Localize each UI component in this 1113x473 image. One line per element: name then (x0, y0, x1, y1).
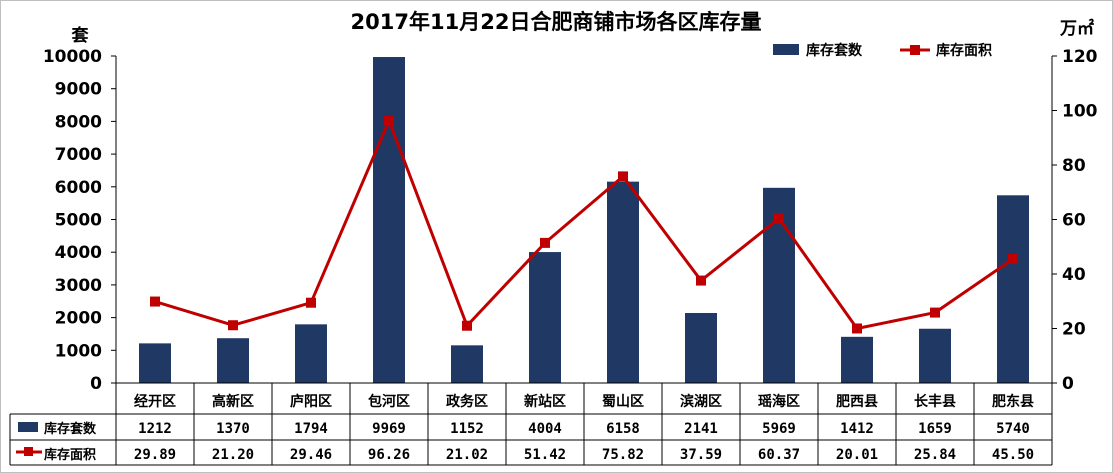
bar (295, 324, 327, 383)
bar (685, 312, 717, 383)
line-point (306, 297, 316, 308)
table-cell-line: 51.42 (524, 447, 566, 463)
line-point (540, 237, 550, 248)
row-header-line: 库存面积 (44, 447, 96, 463)
table-cell-line: 96.26 (368, 447, 410, 463)
y-left-tick-label: 0 (90, 374, 102, 394)
y-left-ticks: 0 1000 2000 3000 4000 5000 6000 7000 8000 9000 100… (43, 47, 116, 394)
y-left-tick-label: 1000 (55, 341, 102, 361)
line-point (852, 323, 862, 334)
table-cell-bar: 1659 (918, 421, 952, 437)
y-left-tick-label: 6000 (55, 178, 102, 198)
line-point (150, 296, 160, 307)
table-cell-bar: 1152 (450, 421, 484, 437)
line-series (150, 115, 1018, 334)
bars (139, 57, 1029, 383)
y-right-tick-label: 40 (1062, 265, 1086, 285)
x-tick-label: 肥西县 (836, 394, 878, 410)
table-cell-bar: 1412 (840, 421, 874, 437)
line-point (930, 307, 940, 318)
line-point (618, 171, 628, 182)
table-cell-line: 75.82 (602, 447, 644, 463)
x-tick-label: 长丰县 (914, 393, 956, 410)
x-tick-label: 新站区 (524, 393, 566, 410)
line-point (228, 320, 238, 331)
bar (841, 336, 873, 383)
line-path (154, 119, 1014, 330)
table-cell-line: 29.46 (290, 447, 332, 463)
line-point (462, 320, 472, 331)
bar (919, 328, 951, 383)
bar (529, 252, 561, 383)
line-point (1008, 254, 1018, 265)
legend-label-bar: 库存套数 (806, 42, 863, 59)
table-cell-bar: 4004 (528, 421, 562, 437)
y-right-tick-label: 80 (1062, 156, 1086, 176)
x-tick-label: 蜀山区 (602, 394, 644, 410)
x-tick-label: 包河区 (368, 393, 410, 410)
row-header-bar: 库存套数 (44, 421, 97, 437)
y-left-tick-label: 7000 (55, 145, 102, 165)
table-cell-bar: 5740 (996, 421, 1030, 437)
y-left-tick-label: 10000 (43, 47, 102, 67)
table-cell-line: 29.89 (134, 447, 176, 463)
y-right-tick-label: 60 (1062, 211, 1086, 231)
table-cell-line: 45.50 (992, 447, 1034, 463)
x-tick-label: 高新区 (212, 393, 254, 410)
y-left-tick-label: 4000 (55, 243, 102, 263)
bar (997, 195, 1029, 383)
x-tick-label: 政务区 (446, 393, 488, 410)
x-tick-label: 肥东县 (992, 393, 1034, 410)
table-cell-line: 37.59 (680, 447, 722, 463)
bar (139, 343, 171, 383)
x-tick-label: 滨湖区 (680, 393, 722, 410)
table-cell-bar: 2141 (684, 421, 718, 437)
y-left-tick-label: 2000 (55, 309, 102, 329)
table-cell-bar: 9969 (372, 421, 406, 437)
table-cell-bar: 5969 (762, 421, 796, 437)
row-key-marker (24, 447, 33, 456)
bar (217, 338, 249, 383)
y-right-tick-label: 120 (1062, 47, 1098, 67)
line-point (696, 275, 706, 286)
table-cell-line: 21.20 (212, 447, 254, 463)
bar (607, 181, 639, 383)
legend: 库存套数 库存面积 (773, 42, 992, 59)
table-cell-line: 21.02 (446, 447, 488, 463)
legend-swatch-marker (910, 45, 920, 55)
table-cell-line: 25.84 (914, 447, 956, 463)
table-cell-line: 20.01 (836, 447, 878, 463)
x-tick-label: 庐阳区 (290, 393, 332, 410)
data-table: 经开区 高新区 庐阳区 包河区 政务区 新站区 蜀山区 滨湖区 瑶海区 肥西县 长丰县 肥东县 1212… (9, 382, 1053, 466)
y-left-tick-label: 3000 (55, 276, 102, 296)
row-key-bar (18, 422, 38, 432)
chart-title: 2017年11月22日合肥商铺市场各区库存量 (351, 10, 762, 34)
table-cell-bar: 6158 (606, 421, 640, 437)
y-right-tick-label: 20 (1062, 320, 1086, 340)
legend-label-line: 库存面积 (936, 42, 992, 59)
line-point (384, 115, 394, 126)
y-right-tick-label: 0 (1062, 374, 1074, 394)
legend-swatch-bar (773, 44, 799, 55)
y-right-tick-label: 100 (1062, 102, 1098, 122)
bar (451, 345, 483, 383)
table-cell-bar: 1212 (138, 421, 172, 437)
table-cell-bar: 1794 (294, 421, 328, 437)
x-tick-label: 经开区 (134, 393, 176, 410)
y-left-unit: 套 (71, 25, 90, 46)
table-cell-line: 60.37 (758, 447, 800, 463)
y-right-ticks: 0 20 40 60 80 100 120 (1052, 47, 1098, 394)
y-left-tick-label: 8000 (55, 112, 102, 132)
y-right-unit: 万㎡ (1059, 18, 1094, 39)
table-cell-bar: 1370 (216, 421, 250, 437)
line-point (774, 213, 784, 224)
y-left-tick-label: 5000 (55, 211, 102, 231)
bar (373, 57, 405, 383)
x-tick-label: 瑶海区 (758, 393, 800, 410)
y-left-tick-label: 9000 (55, 80, 102, 100)
